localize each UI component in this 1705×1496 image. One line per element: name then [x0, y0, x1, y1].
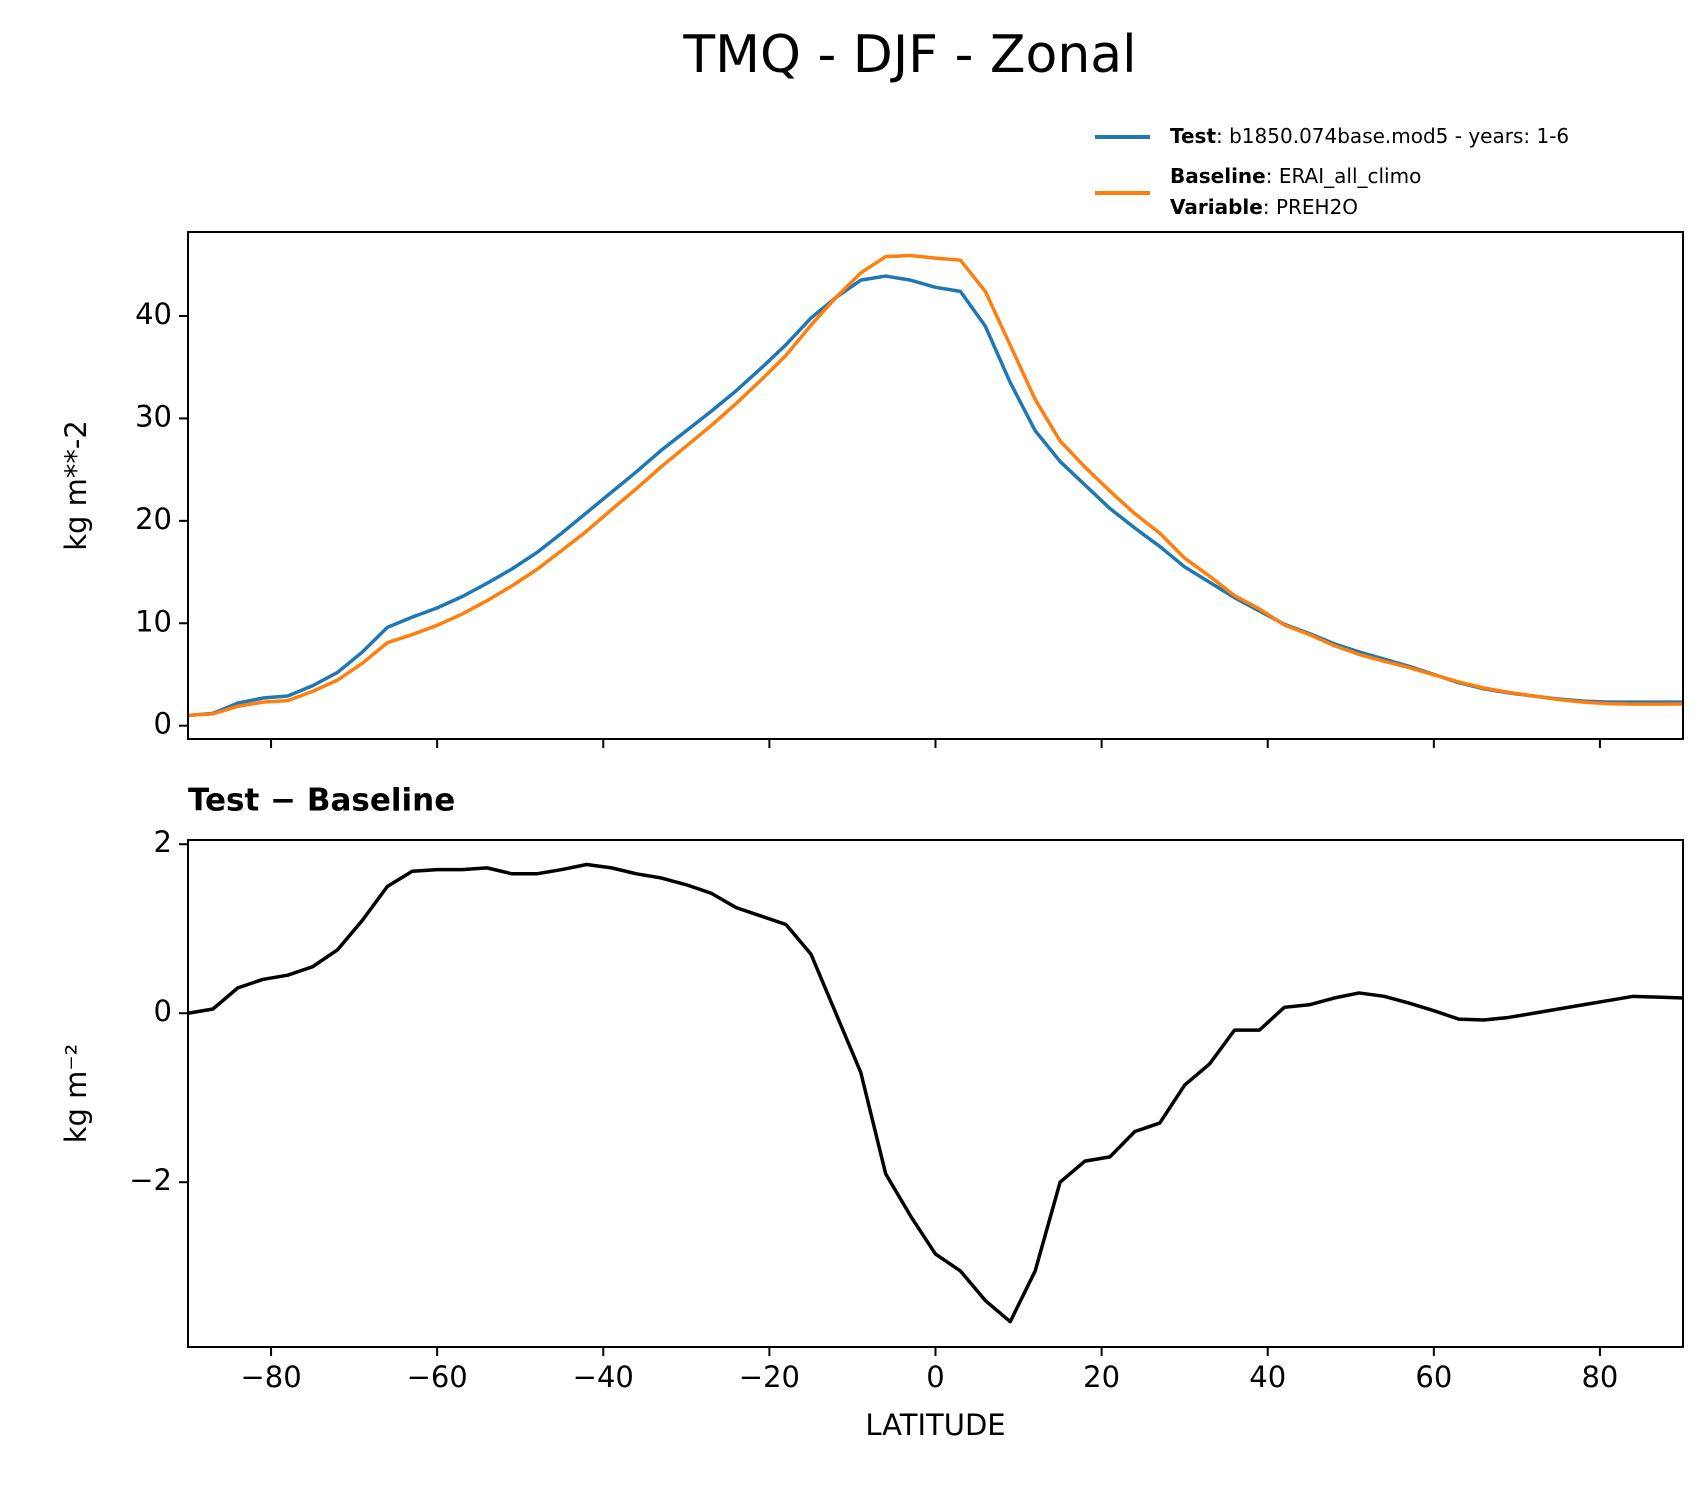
x-axis-label: LATITUDE: [865, 1408, 1005, 1442]
panel-title: Test − Baseline: [188, 783, 455, 819]
legend-variable-name: Variable: [1170, 195, 1263, 219]
data-line: [187, 862, 1684, 1324]
y-axis-label: kg m**-2: [59, 420, 93, 551]
y-tick-label: 2: [154, 825, 172, 859]
data-line: [187, 274, 1683, 718]
y-tick-label: −2: [129, 1163, 172, 1197]
y-axis-label: kg m⁻²: [59, 1044, 93, 1144]
y-tick-label: 40: [135, 297, 172, 331]
legend-name: Baseline: [1170, 164, 1266, 188]
data-line: [187, 253, 1684, 718]
x-tick-label: 80: [1581, 1360, 1618, 1394]
x-tick-label: 40: [1249, 1360, 1286, 1394]
legend-variable: : PREH2O: [1263, 195, 1358, 219]
y-tick-label: 0: [154, 707, 172, 741]
y-tick-label: 10: [135, 604, 172, 638]
legend-description: : ERAI_all_climo: [1266, 164, 1422, 188]
y-tick-label: 0: [154, 994, 172, 1028]
x-tick-label: −80: [240, 1360, 301, 1394]
legend-description: : b1850.074base.mod5 - years: 1-6: [1216, 124, 1569, 148]
x-tick-label: 20: [1083, 1360, 1120, 1394]
x-tick-label: 60: [1415, 1360, 1452, 1394]
x-tick-label: −20: [739, 1360, 800, 1394]
axes-frame: [187, 231, 1684, 740]
x-tick-label: 0: [926, 1360, 944, 1394]
y-tick-label: 20: [135, 502, 172, 536]
figure-title: TMQ - DJF - Zonal: [682, 25, 1136, 85]
legend-entry: Test: b1850.074base.mod5 - years: 1-6: [1170, 124, 1569, 148]
y-tick-label: 30: [135, 399, 172, 433]
legend-entry: Variable: PREH2O: [1170, 195, 1358, 219]
axes-frame: [187, 839, 1684, 1348]
x-tick-label: −40: [573, 1360, 634, 1394]
legend-entry: Baseline: ERAI_all_climo: [1170, 164, 1421, 188]
legend-name: Test: [1170, 124, 1216, 148]
x-tick-label: −60: [407, 1360, 468, 1394]
